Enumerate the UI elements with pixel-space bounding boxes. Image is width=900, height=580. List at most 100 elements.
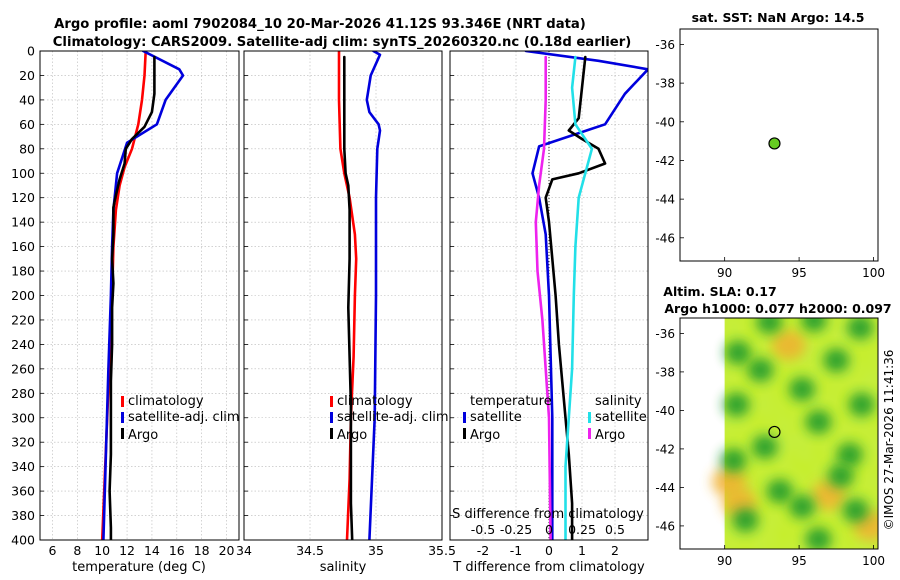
x-tick-label: 1 bbox=[578, 543, 586, 558]
s-diff-tick-label: 0.25 bbox=[568, 522, 596, 537]
y-tick-label: -42 bbox=[655, 442, 675, 456]
x-tick-label: 90 bbox=[717, 554, 732, 568]
series-line-t-argo bbox=[544, 55, 607, 540]
y-tick-label: 280 bbox=[11, 386, 35, 401]
x-tick-label: 18 bbox=[194, 543, 210, 558]
series-line-satellite-adj-clim bbox=[365, 51, 382, 540]
sla-high-blob bbox=[766, 479, 793, 504]
y-tick-label: 400 bbox=[11, 533, 35, 548]
legend-title-salinity: salinity bbox=[595, 394, 642, 409]
x-tick-label: 6 bbox=[48, 543, 56, 558]
sla-low-blob bbox=[811, 480, 846, 511]
y-tick-label: 100 bbox=[11, 166, 35, 181]
sla-high-blob bbox=[847, 318, 874, 340]
legend-swatch-argo bbox=[330, 428, 333, 439]
sla-high-blob bbox=[732, 508, 759, 533]
x-tick-label: 90 bbox=[717, 266, 732, 280]
y-tick-label: -36 bbox=[655, 38, 675, 52]
x-tick-label: 34 bbox=[236, 543, 252, 558]
x-tick-label: -2 bbox=[477, 543, 489, 558]
difference-legend: temperature satellite Argo salinity sate… bbox=[463, 394, 647, 443]
y-tick-label: 360 bbox=[11, 484, 35, 499]
s-diff-tick-label: 0 bbox=[545, 522, 553, 537]
x-tick-label: 95 bbox=[791, 266, 806, 280]
legend-swatch-s-satellite bbox=[588, 412, 591, 423]
y-tick-label: 300 bbox=[11, 410, 35, 425]
sla-high-blob bbox=[789, 494, 816, 519]
sla-high-blob bbox=[842, 498, 869, 523]
x-tick-label: 34.5 bbox=[296, 543, 324, 558]
x-tick-label: 100 bbox=[862, 266, 885, 280]
y-tick-label: -40 bbox=[655, 404, 675, 418]
sla-high-blob bbox=[827, 463, 854, 488]
legend-label-satellite: satellite-adj. clim bbox=[128, 410, 240, 425]
legend-swatch-argo bbox=[121, 428, 124, 439]
difference-xlabel: T difference from climatology bbox=[452, 560, 645, 575]
temperature-axes-frame bbox=[39, 50, 240, 541]
temperature-panel: 6 8 10 12 14 16 18 2002040608010012014016018020… bbox=[11, 44, 240, 558]
x-tick-label: 8 bbox=[73, 543, 81, 558]
sla-high-blob bbox=[789, 377, 816, 402]
legend-label-t-argo: Argo bbox=[470, 428, 500, 443]
legend-swatch-climatology bbox=[121, 396, 124, 407]
x-tick-label: 95 bbox=[791, 554, 806, 568]
sla-high-blob bbox=[805, 409, 832, 434]
y-tick-label: 240 bbox=[11, 337, 35, 352]
legend-title-temperature: temperature bbox=[470, 394, 552, 409]
temperature-xlabel: temperature (deg C) bbox=[72, 560, 206, 575]
s-diff-tick-label: -0.25 bbox=[500, 522, 532, 537]
y-tick-label: 60 bbox=[19, 117, 35, 132]
x-tick-label: 0 bbox=[545, 543, 553, 558]
x-tick-label: 35.5 bbox=[428, 543, 456, 558]
y-tick-label: 40 bbox=[19, 92, 35, 107]
sst_map-axes-frame bbox=[679, 28, 879, 262]
figure-title-line2: Climatology: CARS2009. Satellite-adj cli… bbox=[53, 35, 631, 50]
salinity-panel: 34 34.5 35 35.5 bbox=[236, 50, 456, 558]
s-diff-tick-label: 0.5 bbox=[605, 522, 625, 537]
legend-label-climatology: climatology bbox=[128, 394, 204, 409]
sla-map-title-line1: Altim. SLA: 0.17 bbox=[663, 284, 776, 299]
legend-label-argo: Argo bbox=[128, 428, 158, 443]
series-line-s-satellite bbox=[564, 55, 594, 540]
y-tick-label: -44 bbox=[655, 481, 675, 495]
y-tick-label: 380 bbox=[11, 508, 35, 523]
legend-label-climatology: climatology bbox=[337, 394, 413, 409]
sst-map-panel: -36 -38 -40 -42 -44 -46 90 95 100 bbox=[655, 28, 885, 280]
series-line-argo bbox=[108, 55, 156, 540]
y-tick-label: -36 bbox=[655, 327, 675, 341]
x-tick-label: 14 bbox=[144, 543, 160, 558]
y-tick-label: 140 bbox=[11, 215, 35, 230]
y-tick-label: 160 bbox=[11, 239, 35, 254]
salinity-xlabel: salinity bbox=[320, 560, 367, 575]
argo-location-marker bbox=[768, 425, 781, 439]
legend-swatch-satellite bbox=[330, 412, 333, 423]
y-tick-label: 0 bbox=[27, 44, 35, 59]
footer-timestamp: ©IMOS 27-Mar-2026 11:41:36 bbox=[882, 350, 896, 531]
sla-high-blob bbox=[800, 318, 827, 332]
y-tick-label: 340 bbox=[11, 459, 35, 474]
sla-high-blob bbox=[720, 448, 747, 473]
y-tick-label: 120 bbox=[11, 190, 35, 205]
y-tick-label: -38 bbox=[655, 77, 675, 91]
y-tick-label: 320 bbox=[11, 435, 35, 450]
legend-swatch-t-satellite bbox=[463, 412, 466, 423]
sla-high-blob bbox=[848, 392, 875, 417]
x-tick-label: 10 bbox=[94, 543, 110, 558]
series-line-satellite-adj-clim bbox=[102, 51, 185, 540]
sla-high-blob bbox=[747, 357, 774, 382]
y-tick-label: -40 bbox=[655, 115, 675, 129]
y-tick-label: 20 bbox=[19, 68, 35, 83]
sla-high-blob bbox=[723, 392, 750, 417]
legend-swatch-s-argo bbox=[588, 428, 591, 439]
temperature-legend: climatology satellite-adj. clim Argo bbox=[121, 394, 240, 443]
series-line-t-satellite bbox=[524, 51, 648, 540]
y-tick-label: -44 bbox=[655, 193, 675, 207]
legend-label-t-satellite: satellite bbox=[470, 410, 522, 425]
sla-high-blob bbox=[805, 527, 832, 549]
legend-swatch-climatology bbox=[330, 396, 333, 407]
x-tick-label: 20 bbox=[219, 543, 235, 558]
legend-label-satellite: satellite-adj. clim bbox=[337, 410, 449, 425]
sla-low-blob bbox=[771, 329, 806, 360]
y-tick-label: 220 bbox=[11, 312, 35, 327]
